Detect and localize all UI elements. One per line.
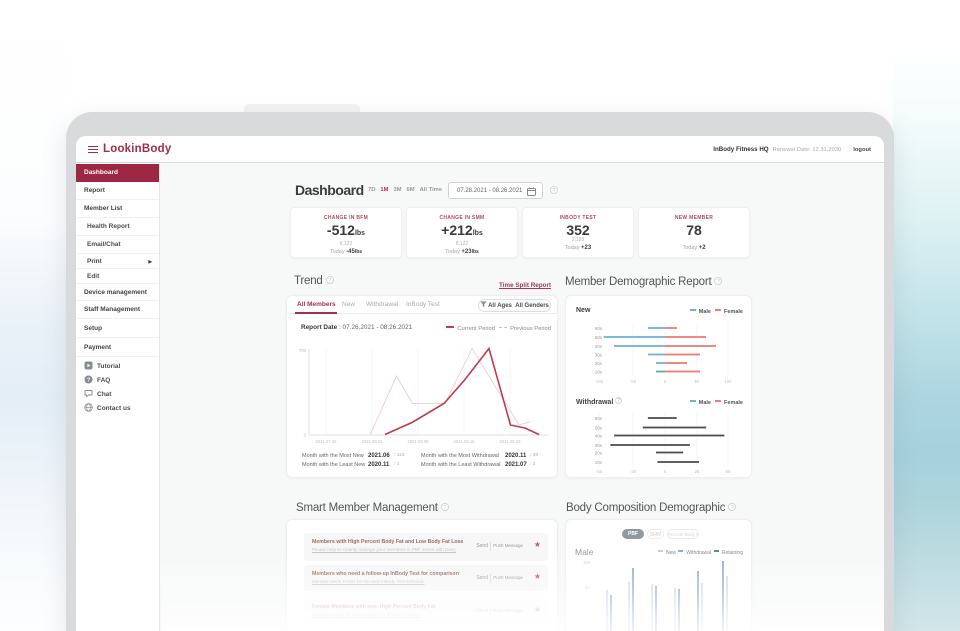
svg-text:60s: 60s bbox=[595, 326, 603, 331]
svg-text:50: 50 bbox=[726, 469, 731, 474]
svg-text:2021.08.16: 2021.08.16 bbox=[454, 439, 476, 444]
svg-text:-100: -100 bbox=[595, 379, 604, 384]
svg-text:0: 0 bbox=[664, 379, 667, 384]
svg-text:60s: 60s bbox=[595, 416, 603, 421]
svg-text:30s: 30s bbox=[595, 353, 603, 358]
svg-text:-25: -25 bbox=[630, 469, 637, 474]
svg-text:20s: 20s bbox=[595, 451, 603, 456]
svg-text:0: 0 bbox=[664, 469, 667, 474]
svg-text:2021.08.23: 2021.08.23 bbox=[500, 439, 522, 444]
svg-text:?: ? bbox=[87, 377, 91, 383]
svg-text:50s: 50s bbox=[595, 335, 603, 340]
svg-text:40s: 40s bbox=[595, 344, 603, 349]
svg-text:2021.07.26: 2021.07.26 bbox=[316, 439, 338, 444]
svg-text:50s: 50s bbox=[595, 426, 603, 431]
svg-text:10s: 10s bbox=[595, 460, 603, 465]
svg-text:30s: 30s bbox=[595, 443, 603, 448]
svg-text:10s: 10s bbox=[595, 370, 603, 375]
svg-text:100: 100 bbox=[725, 379, 733, 384]
svg-text:2021.08.02: 2021.08.02 bbox=[362, 439, 384, 444]
svg-text:700: 700 bbox=[299, 348, 307, 353]
svg-text:20s: 20s bbox=[595, 361, 603, 366]
svg-text:50: 50 bbox=[695, 379, 700, 384]
svg-text:40s: 40s bbox=[595, 434, 603, 439]
svg-text:0: 0 bbox=[304, 433, 307, 438]
svg-text:-50: -50 bbox=[596, 469, 603, 474]
svg-text:25: 25 bbox=[695, 469, 700, 474]
svg-text:-50: -50 bbox=[630, 379, 637, 384]
svg-text:2021.08.09: 2021.08.09 bbox=[408, 439, 430, 444]
